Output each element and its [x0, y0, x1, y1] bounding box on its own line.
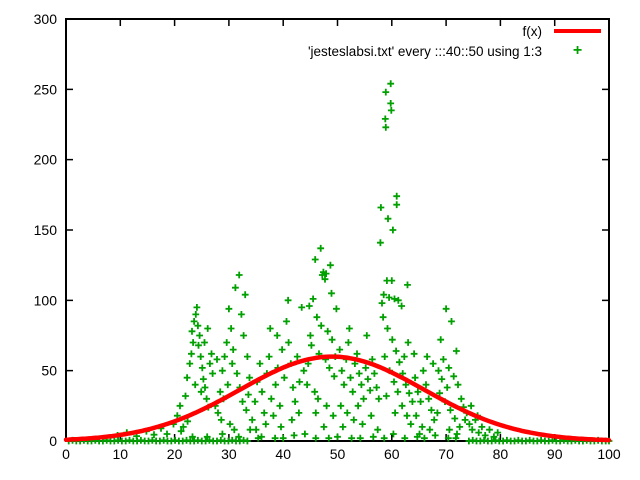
- legend-line-sample: [554, 29, 601, 33]
- legend-label-data: 'jesteslabsi.txt' every :::40::50 using …: [307, 43, 542, 59]
- axis-ticks: [65, 18, 610, 442]
- y-tick-label: 100: [34, 292, 58, 308]
- x-tick-label: 10: [113, 446, 129, 462]
- plot-border: [65, 18, 610, 442]
- x-tick-label: 80: [493, 446, 509, 462]
- x-tick-label: 40: [275, 446, 291, 462]
- x-tick-label: 50: [330, 446, 346, 462]
- y-tick-label: 250: [34, 81, 58, 97]
- legend-plus-marker-icon: +: [572, 42, 583, 59]
- legend-entry-fx: f(x): [522, 21, 601, 41]
- legend-label-fx: f(x): [522, 23, 543, 39]
- legend-entry-data: 'jesteslabsi.txt' every :::40::50 using …: [308, 41, 601, 61]
- x-tick-label: 70: [438, 446, 454, 462]
- y-tick-label: 50: [41, 363, 57, 379]
- x-tick-label: 60: [384, 446, 400, 462]
- x-tick-label: 0: [62, 446, 70, 462]
- x-tick-label: 30: [221, 446, 237, 462]
- fx-curve: [63, 354, 612, 443]
- scatter-series: [65, 80, 613, 445]
- x-tick-label: 90: [547, 446, 563, 462]
- x-tick-label: 100: [597, 446, 621, 462]
- y-tick-label: 0: [49, 433, 57, 449]
- y-tick-label: 150: [34, 222, 58, 238]
- y-tick-label: 200: [34, 152, 58, 168]
- legend: f(x) 'jesteslabsi.txt' every :::40::50 u…: [308, 21, 601, 61]
- y-tick-label: 300: [34, 11, 58, 27]
- x-tick-label: 20: [167, 446, 183, 462]
